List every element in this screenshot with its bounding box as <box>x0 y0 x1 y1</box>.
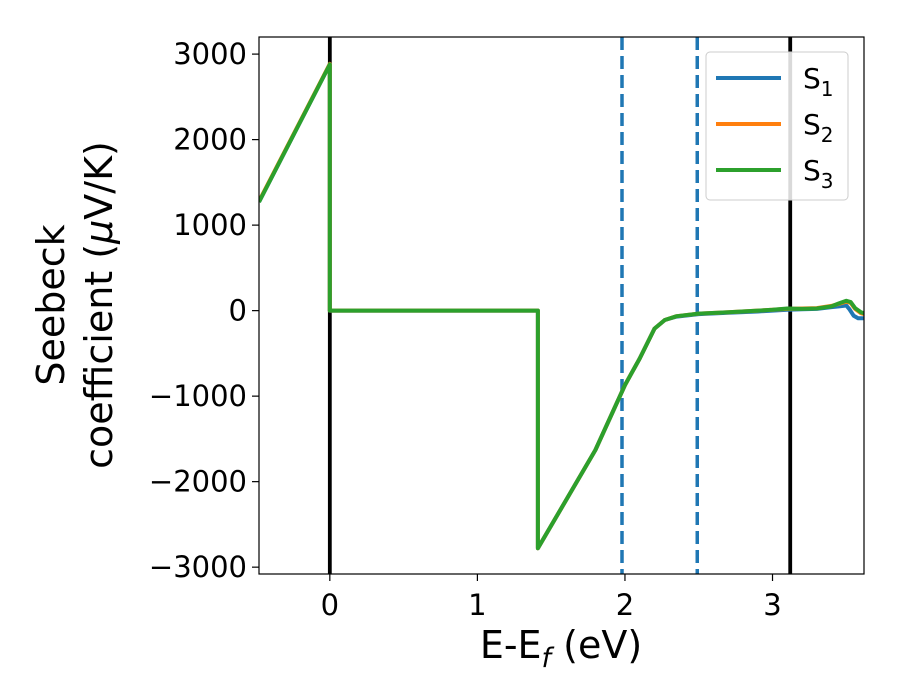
x-tick-label: 1 <box>468 588 486 622</box>
plot-frame <box>258 36 865 575</box>
y-axis-label: Seebeck coefficient (μV/K) <box>29 141 121 469</box>
y-axis-label-line1: Seebeck <box>29 224 73 385</box>
x-tick-label: 2 <box>616 588 634 622</box>
legend: S1 S2 S3 <box>705 51 849 201</box>
y-tick-label: −2000 <box>149 465 247 499</box>
y-tick-label: −3000 <box>149 550 247 584</box>
legend-label: S2 <box>803 108 834 147</box>
y-tick-label: 1000 <box>173 208 247 242</box>
y-tick-label: −1000 <box>149 379 247 413</box>
y-tick-label: 3000 <box>173 37 247 71</box>
y-axis-ticks: −3000 −2000 −1000 0 1000 2000 3000 <box>149 37 259 584</box>
series-lines <box>259 61 864 551</box>
y-axis-label-line2: coefficient (μV/K) <box>77 141 121 469</box>
legend-label: S3 <box>803 154 834 193</box>
y-tick-label: 0 <box>229 294 247 328</box>
series-line-S3 <box>259 62 864 551</box>
x-tick-label: 3 <box>763 588 781 622</box>
legend-label: S1 <box>803 62 834 101</box>
y-tick-label: 2000 <box>173 123 247 157</box>
x-axis-label: E-Ef (eV) <box>480 623 642 674</box>
x-axis-ticks: 0 1 2 3 <box>321 574 782 622</box>
x-tick-label: 0 <box>321 588 339 622</box>
